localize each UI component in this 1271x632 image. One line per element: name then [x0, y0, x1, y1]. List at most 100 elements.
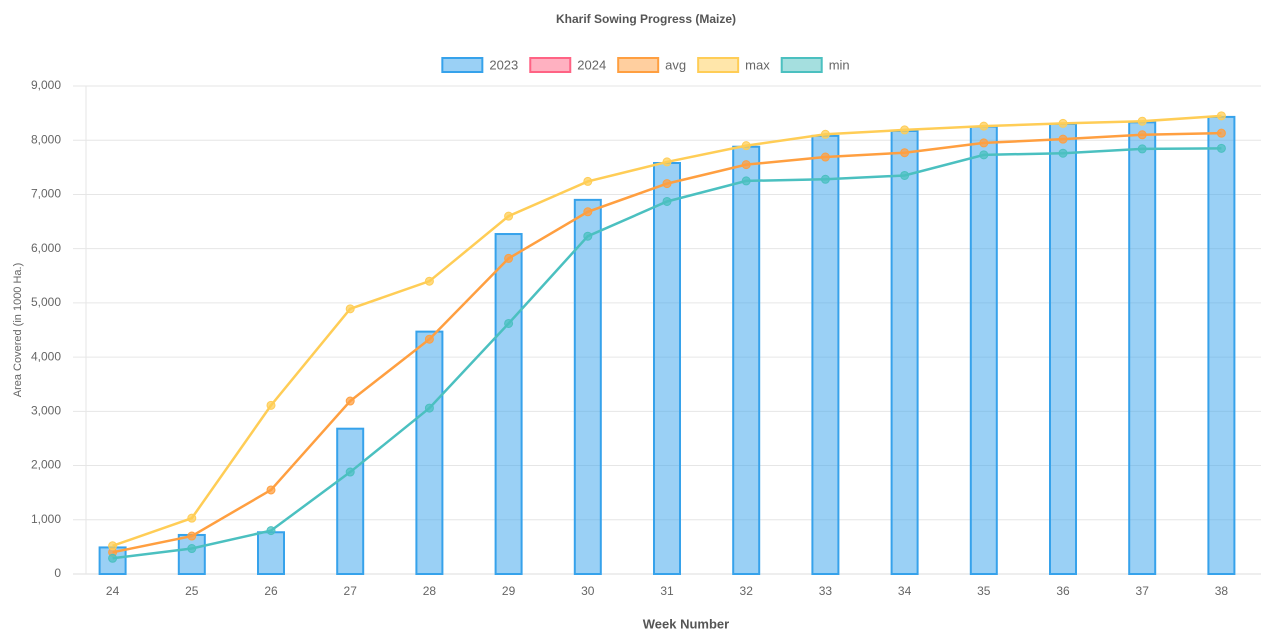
point — [820, 129, 830, 139]
bar — [415, 330, 444, 576]
y-tick-label: 2,000 — [31, 458, 61, 472]
y-tick-label: 8,000 — [31, 132, 61, 146]
x-tick-label: 26 — [264, 584, 278, 598]
legend-item: min — [780, 57, 850, 73]
x-tick-label: 37 — [1136, 584, 1150, 598]
x-tick-label: 34 — [898, 584, 912, 598]
point — [583, 231, 593, 241]
point — [504, 318, 514, 328]
x-tick-label: 35 — [977, 584, 991, 598]
point — [1216, 111, 1226, 121]
point — [741, 141, 751, 151]
bar — [969, 125, 998, 576]
legend-item: avg — [617, 57, 686, 73]
chart-title: Kharif Sowing Progress (Maize) — [556, 12, 736, 26]
bar — [1049, 122, 1077, 575]
y-tick-label: 4,000 — [31, 349, 61, 363]
legend-swatch — [780, 57, 823, 73]
point — [504, 211, 514, 221]
point — [583, 207, 593, 217]
y-tick-label: 9,000 — [31, 78, 61, 92]
legend-swatch — [697, 57, 740, 73]
point — [1058, 134, 1068, 144]
point — [1058, 118, 1068, 128]
point — [662, 157, 672, 167]
x-tick-label: 31 — [660, 584, 674, 598]
point — [266, 485, 276, 495]
bar — [494, 233, 523, 575]
point — [187, 531, 197, 541]
x-tick-label: 27 — [344, 584, 358, 598]
bar — [1128, 121, 1157, 575]
point — [1216, 143, 1226, 153]
y-tick-label: 0 — [54, 566, 61, 580]
legend-swatch — [441, 57, 484, 73]
point — [1137, 130, 1147, 140]
point — [900, 125, 910, 135]
point — [1216, 128, 1226, 138]
legend-swatch — [529, 57, 572, 73]
point — [424, 403, 434, 413]
point — [345, 304, 355, 314]
x-tick-label: 25 — [185, 584, 199, 598]
point — [900, 170, 910, 180]
point — [583, 176, 593, 186]
point — [979, 138, 989, 148]
point — [1137, 144, 1147, 154]
bar — [732, 145, 761, 575]
x-tick-label: 24 — [106, 584, 120, 598]
x-tick-label: 28 — [423, 584, 437, 598]
y-tick-label: 3,000 — [31, 404, 61, 418]
point — [1058, 148, 1068, 158]
legend-swatch — [617, 57, 660, 73]
bar — [177, 533, 206, 576]
point — [108, 541, 118, 551]
bar — [336, 427, 365, 575]
point — [662, 179, 672, 189]
x-tick-label: 36 — [1056, 584, 1070, 598]
point — [187, 513, 197, 523]
point — [662, 196, 672, 206]
y-tick-label: 1,000 — [31, 512, 61, 526]
y-tick-label: 6,000 — [31, 241, 61, 255]
x-tick-label: 32 — [740, 584, 754, 598]
point — [424, 334, 434, 344]
legend-item: max — [697, 57, 770, 73]
point — [979, 150, 989, 160]
bar — [890, 130, 919, 575]
y-axis-title: Area Covered (in 1000 Ha.) — [12, 263, 24, 398]
point — [900, 148, 910, 158]
point — [266, 526, 276, 536]
legend-label: 2024 — [577, 57, 606, 72]
point — [504, 253, 514, 263]
legend-item: 2023 — [441, 57, 518, 73]
point — [266, 400, 276, 410]
bar — [653, 161, 681, 576]
bar — [573, 198, 602, 575]
y-tick-label: 5,000 — [31, 295, 61, 309]
legend-label: max — [745, 57, 770, 72]
point — [741, 176, 751, 186]
bar — [257, 531, 285, 576]
point — [979, 121, 989, 131]
x-tick-label: 29 — [502, 584, 516, 598]
x-tick-label: 33 — [819, 584, 833, 598]
point — [820, 174, 830, 184]
point — [345, 396, 355, 406]
bar — [1207, 115, 1236, 575]
point — [1137, 116, 1147, 126]
x-tick-label: 30 — [581, 584, 595, 598]
point — [820, 152, 830, 162]
point — [108, 553, 118, 563]
point — [345, 467, 355, 477]
legend-label: min — [829, 57, 850, 72]
legend-item: 2024 — [529, 57, 606, 73]
x-tick-label: 38 — [1215, 584, 1229, 598]
legend-label: 2023 — [489, 57, 518, 72]
point — [741, 160, 751, 170]
point — [424, 276, 434, 286]
x-axis-title: Week Number — [643, 616, 729, 631]
point — [187, 544, 197, 554]
